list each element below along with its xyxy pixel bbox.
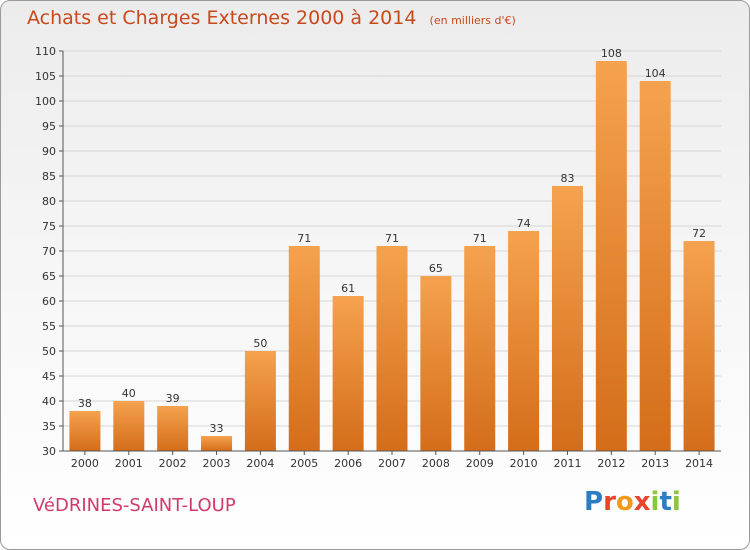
x-tick-label: 2008	[422, 457, 450, 470]
y-tick-label: 55	[42, 320, 56, 333]
x-tick-label: 2009	[466, 457, 494, 470]
y-tick-label: 30	[42, 445, 56, 458]
bar-2005	[288, 246, 320, 451]
logo-letter: x	[633, 487, 651, 517]
y-tick-label: 50	[42, 345, 56, 358]
x-tick-label: 2001	[115, 457, 143, 470]
data-label: 71	[473, 232, 487, 245]
bar-2000	[69, 411, 101, 451]
bar-2008	[420, 276, 452, 451]
bar-2010	[508, 231, 540, 451]
commune-name: VéDRINES-SAINT-LOUP	[33, 495, 236, 516]
bar-2003	[201, 436, 233, 451]
y-tick-label: 110	[35, 45, 56, 58]
bar-2007	[376, 246, 408, 451]
data-label: 108	[601, 47, 622, 60]
data-label: 83	[560, 172, 574, 185]
bar-2002	[157, 406, 189, 451]
y-tick-label: 60	[42, 295, 56, 308]
bar-2013	[639, 81, 671, 451]
logo-letter: i	[671, 487, 681, 517]
y-tick-label: 65	[42, 270, 56, 283]
logo-letter: P	[584, 487, 604, 517]
y-tick-label: 45	[42, 370, 56, 383]
x-tick-label: 2006	[334, 457, 362, 470]
logo-letter: t	[659, 487, 672, 517]
chart-subtitle: (en milliers d'€)	[429, 14, 516, 27]
logo-letter: i	[650, 487, 660, 517]
chart-title-row: Achats et Charges Externes 2000 à 2014 (…	[27, 7, 516, 29]
x-tick-label: 2012	[597, 457, 625, 470]
y-tick-label: 75	[42, 220, 56, 233]
y-tick-label: 105	[35, 70, 56, 83]
data-label: 38	[78, 397, 92, 410]
data-label: 33	[210, 422, 224, 435]
y-tick-label: 85	[42, 170, 56, 183]
x-tick-label: 2005	[290, 457, 318, 470]
chart-title: Achats et Charges Externes 2000 à 2014	[27, 7, 417, 29]
x-tick-label: 2000	[71, 457, 99, 470]
bar-2004	[244, 351, 276, 451]
data-label: 71	[385, 232, 399, 245]
y-tick-label: 70	[42, 245, 56, 258]
bar-2009	[464, 246, 496, 451]
logo-letter: r	[603, 487, 616, 517]
data-label: 40	[122, 387, 136, 400]
y-tick-label: 90	[42, 145, 56, 158]
data-label: 50	[253, 337, 267, 350]
bar-2014	[683, 241, 715, 451]
x-tick-label: 2011	[553, 457, 581, 470]
data-label: 104	[645, 67, 666, 80]
x-tick-label: 2002	[159, 457, 187, 470]
x-tick-label: 2014	[685, 457, 713, 470]
data-label: 74	[517, 217, 531, 230]
y-tick-label: 80	[42, 195, 56, 208]
x-tick-label: 2013	[641, 457, 669, 470]
logo-letter: o	[615, 487, 634, 517]
data-label: 65	[429, 262, 443, 275]
data-label: 61	[341, 282, 355, 295]
x-tick-label: 2010	[510, 457, 538, 470]
bar-2001	[113, 401, 145, 451]
data-label: 72	[692, 227, 706, 240]
bar-2006	[332, 296, 364, 451]
y-tick-label: 100	[35, 95, 56, 108]
x-tick-label: 2004	[246, 457, 274, 470]
bar-2011	[551, 186, 583, 451]
bar-2012	[595, 61, 627, 451]
x-tick-label: 2003	[203, 457, 231, 470]
y-tick-label: 35	[42, 420, 56, 433]
data-label: 39	[166, 392, 180, 405]
y-tick-label: 40	[42, 395, 56, 408]
x-tick-label: 2007	[378, 457, 406, 470]
data-label: 71	[297, 232, 311, 245]
proxiti-logo: Proxiti	[584, 487, 681, 517]
y-tick-label: 95	[42, 120, 56, 133]
